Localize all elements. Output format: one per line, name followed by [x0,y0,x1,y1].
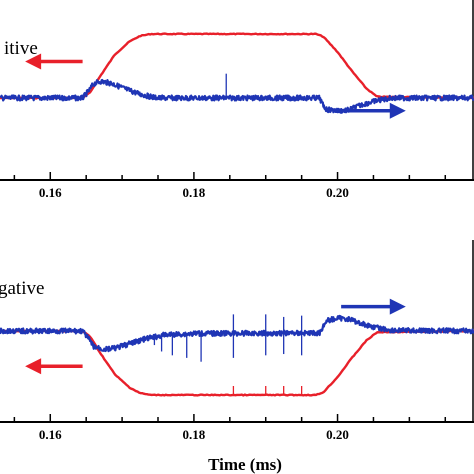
bottom-panel-label: gative [0,278,44,299]
x-tick-label: 0.18 [183,427,206,442]
top-panel-label: itive [4,38,38,59]
blue-series-line [0,314,474,353]
x-tick-label: 0.16 [39,185,62,200]
blue-series-line [0,78,474,114]
x-axis-title: Time (ms) [208,455,282,474]
bottom-panel: gative 0.16 0.18 0.20 [0,240,474,442]
x-tick-label: 0.18 [183,185,206,200]
x-tick-label: 0.20 [326,427,349,442]
red-series-line [0,329,474,397]
red-arrow [25,53,83,70]
blue-arrow [341,102,406,119]
x-tick-label: 0.20 [326,185,349,200]
red-series-line [0,32,474,100]
red-arrow [25,358,83,375]
x-tick-label: 0.16 [39,427,62,442]
top-panel: itive 0.16 0.18 0.20 [0,0,474,200]
blue-arrow [341,298,406,315]
